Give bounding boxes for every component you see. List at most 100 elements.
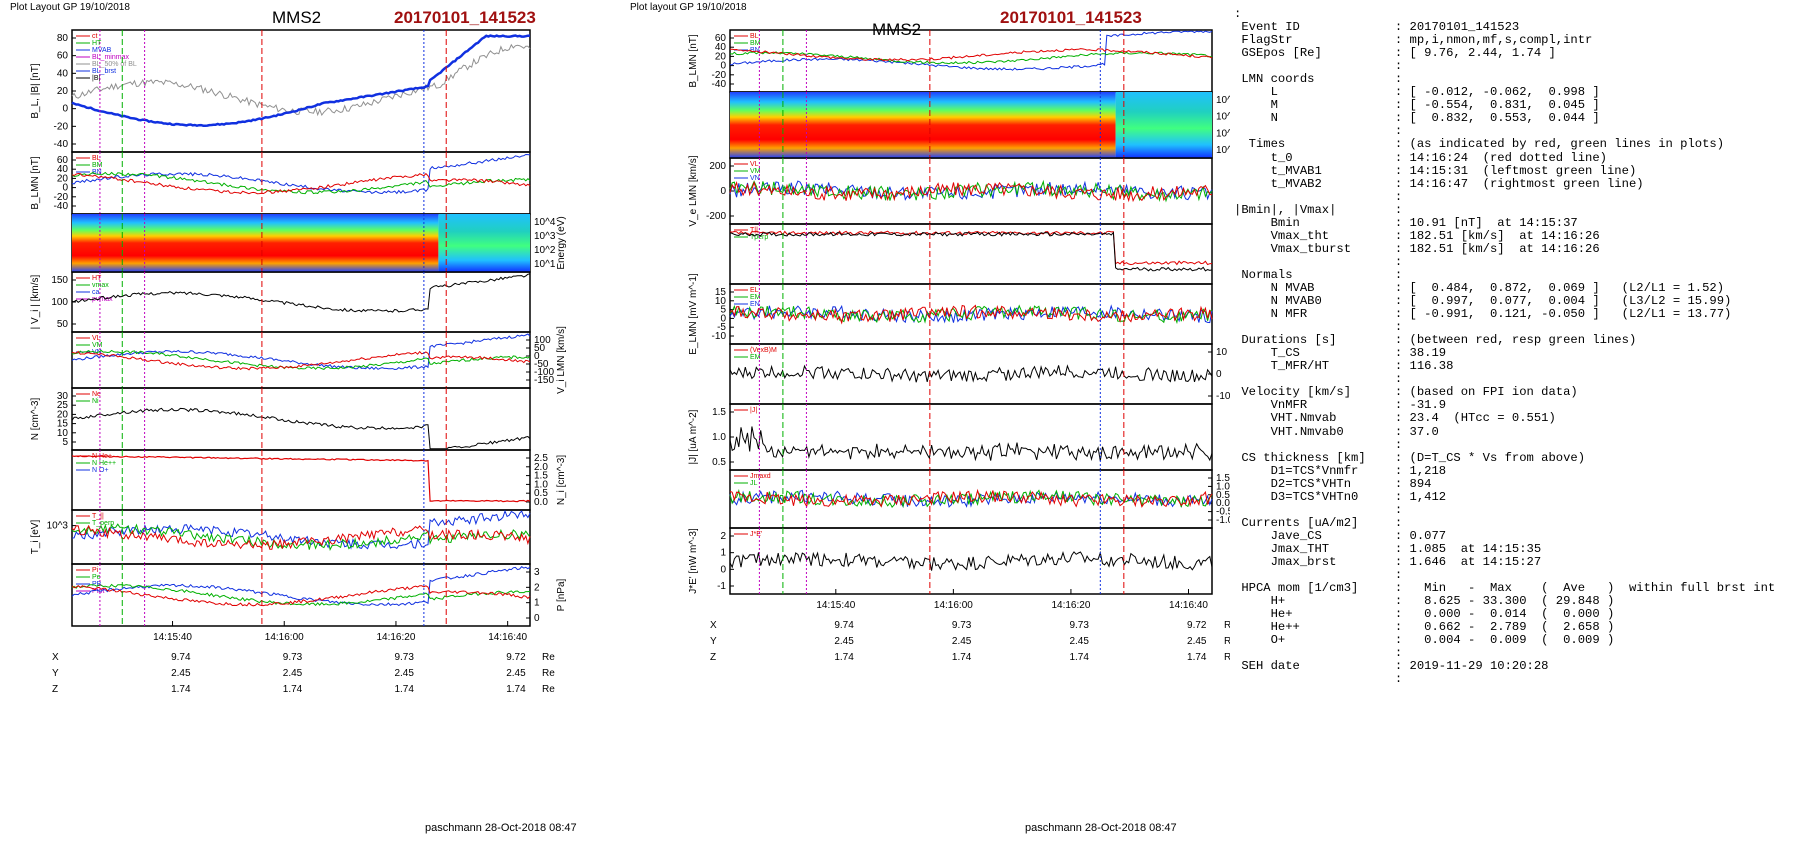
plot-panel: 2.52.01.51.00.50.0 N_i [cm^-3]N He+N He++… <box>71 449 567 511</box>
y-tick-label: -20 <box>712 70 727 81</box>
legend-label: VN <box>750 175 760 182</box>
ephem-value: 1.74 <box>171 684 191 695</box>
legend-label: Jmaxd <box>750 473 771 480</box>
legend-label: VL <box>92 335 101 342</box>
summary-line: : <box>1234 7 1242 21</box>
y-tick-label: -150 <box>534 375 554 386</box>
y-tick-label: 10^1 <box>1216 145 1230 156</box>
summary-line: L : [ -0.012, -0.062, 0.998 ] <box>1270 85 1600 100</box>
y-tick-label: 0 <box>720 186 726 197</box>
ephem-value: 1.74 <box>283 684 303 695</box>
legend-label: VM <box>750 168 761 175</box>
ephem-value: 2.45 <box>952 636 972 647</box>
summary-line: D2=TCS*VHTn : 894 <box>1270 476 1432 491</box>
ephem-value: 9.73 <box>394 652 414 663</box>
y-axis-label: E_LMN [mV m^-1] <box>688 273 699 355</box>
ephem-label: X <box>52 652 59 663</box>
middle-layout-label: Plot layout GP 19/10/2018 <box>630 2 747 13</box>
legend-label: BN <box>750 47 760 54</box>
summary-line: N : [ 0.832, 0.553, 0.044 ] <box>1270 111 1600 126</box>
y-tick-label: 5 <box>720 305 726 316</box>
summary-line: T_MFR/HT : 116.38 <box>1270 359 1454 374</box>
y-tick-label: 10^3 <box>534 231 556 242</box>
y-tick-label: 0.0 <box>534 497 548 508</box>
ephem-unit: Re <box>1224 636 1230 647</box>
data-line <box>729 48 1213 62</box>
legend-label: BL_50% of BL <box>92 61 137 68</box>
y-tick-label: 1.5 <box>534 471 548 482</box>
ephem-value: 2.45 <box>283 668 303 679</box>
data-line <box>71 585 531 607</box>
x-tick-label: 14:15:40 <box>153 632 192 643</box>
spectrogram-magnetosphere <box>438 214 530 272</box>
panel-frame <box>729 403 1213 471</box>
y-axis-label: Energy (eV) <box>556 216 567 269</box>
data-line <box>71 509 531 550</box>
ephem-value: 9.74 <box>171 652 191 663</box>
ephem-value: 1.74 <box>1187 652 1207 663</box>
y-tick-label: 0 <box>720 61 726 72</box>
data-line <box>729 364 1213 383</box>
y-axis-label: V_i LMN [km/s] <box>556 326 567 394</box>
summary-line: Times : (as indicated by red, green line… <box>1248 137 1725 152</box>
middle-event-title: 20170101_141523 <box>1000 8 1142 27</box>
y-tick-label: 1.5 <box>1216 473 1230 484</box>
left-layout-label: Plot Layout GP 19/10/2018 <box>10 2 130 13</box>
y-tick-label: 10^2 <box>1216 128 1230 139</box>
data-line <box>71 407 531 450</box>
data-line <box>71 583 531 607</box>
plot-panel: 2 1 0 -1 J*E' [nW m^-3] J*E' <box>688 527 1213 595</box>
ephem-value: 2.45 <box>394 668 414 679</box>
y-axis-label: N_i [cm^-3] <box>556 455 567 505</box>
ephem-unit: Re <box>1224 620 1230 631</box>
summary-line: : <box>1394 502 1403 517</box>
spectrogram-magnetosphere <box>1115 92 1212 158</box>
data-line <box>71 349 531 370</box>
left-event-title: 20170101_141523 <box>394 8 536 27</box>
y-tick-label: 20 <box>715 51 727 62</box>
y-tick-label: 10^1 <box>534 259 556 270</box>
legend-label: EL <box>750 287 759 294</box>
y-axis-label: J*E' [nW m^-3] <box>688 528 699 594</box>
legend-label: Pi <box>92 567 99 574</box>
data-line <box>71 153 531 195</box>
y-tick-label: -5 <box>717 322 726 333</box>
y-tick-label: 3 <box>534 567 540 578</box>
ephem-value: 9.72 <box>1187 620 1207 631</box>
summary-line: : <box>1394 672 1403 687</box>
summary-line: : <box>1394 254 1403 269</box>
summary-line: FlagStr : mp,i,nmon,mf,s,compl,intr <box>1241 33 1593 48</box>
y-tick-label: 1.0 <box>534 479 548 490</box>
legend-label: BM <box>92 162 103 169</box>
legend-label: vmax <box>92 282 109 289</box>
summary-line: : <box>1394 320 1403 335</box>
left-spacecraft-title: MMS2 <box>272 8 322 27</box>
summary-line: D3=TCS*VHTn0 : 1,412 <box>1270 489 1447 504</box>
summary-line: Vmax_tht : 182.51 [km/s] at 14:16:26 <box>1270 228 1600 243</box>
y-tick-label: 40 <box>715 42 727 53</box>
summary-line: : <box>1394 437 1403 452</box>
legend-label: T_|| <box>92 513 104 520</box>
x-tick-label: 14:16:40 <box>488 632 527 643</box>
y-tick-label: 0 <box>720 564 726 575</box>
legend-label: ct <box>92 33 98 40</box>
ephem-label: Z <box>52 684 58 695</box>
ephem-label: Y <box>710 636 717 647</box>
y-tick-label: 1.5 <box>712 407 726 418</box>
y-tick-label: 10^2 <box>534 245 556 256</box>
summary-line: D1=TCS*Vnmfr : 1,218 <box>1270 463 1447 478</box>
data-line <box>729 488 1213 508</box>
He++-line <box>71 455 531 503</box>
summary-line: Jave_CS : 0.077 <box>1270 528 1447 543</box>
y-tick-label: 10 <box>715 296 727 307</box>
legend-label: |J| <box>750 407 757 414</box>
x-tick-label: 14:15:40 <box>816 600 855 611</box>
ephem-value: 9.72 <box>506 652 526 663</box>
ephem-value: 9.73 <box>1069 620 1089 631</box>
y-tick-label: 0.5 <box>1216 490 1230 501</box>
